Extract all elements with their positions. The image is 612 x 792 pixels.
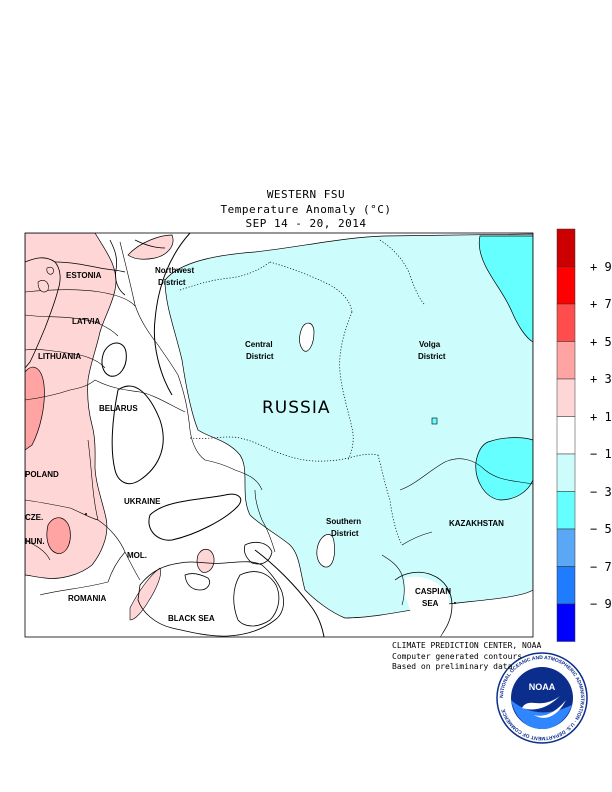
credit-line-3: Based on preliminary data <box>392 662 513 671</box>
label-romania: ROMANIA <box>68 594 106 603</box>
map-region-title: WESTERN FSU <box>266 188 346 201</box>
noaa-logo-text: NOAA <box>529 682 556 692</box>
label-russia: RUSSIA <box>262 398 330 418</box>
map-frame <box>24 232 534 638</box>
contour-line-latvia <box>101 342 127 377</box>
northern-positive-area <box>127 234 174 260</box>
legend-label: − 7 <box>590 559 612 574</box>
credit-line-2: Computer generated contours <box>392 652 523 661</box>
hungary-plus3-area <box>46 517 71 554</box>
legend-label: − 5 <box>590 522 612 536</box>
label-central-2: District <box>246 352 274 361</box>
lake-onega-contour <box>299 322 315 352</box>
kazakhstan-border <box>399 458 533 491</box>
volga-spot <box>431 417 438 425</box>
black-sea-water <box>233 571 280 627</box>
label-kazakhstan: KAZAKHSTAN <box>449 519 504 528</box>
legend-swatch <box>556 603 576 642</box>
legend-color-bar <box>556 228 576 642</box>
legend-swatch <box>556 491 576 530</box>
legend-label: − 1 <box>590 447 612 461</box>
legend-swatch <box>556 378 576 417</box>
poland-plus3-area <box>25 366 45 451</box>
label-northwest-1: Northwest <box>155 266 194 275</box>
label-lithuania: LITHUANIA <box>38 352 81 361</box>
label-northwest-2: District <box>158 278 186 287</box>
romania-positive-strip <box>129 567 161 621</box>
noaa-logo: NOAA NATIONAL OCEANIC AND ATMOSPHERIC AD… <box>496 652 588 744</box>
kazakhstan-border-west <box>401 531 433 546</box>
legend-label: − 3 <box>590 484 612 499</box>
legend-label: + 3 <box>590 372 612 386</box>
legend-swatch <box>556 416 576 455</box>
label-hungary: HUN. <box>25 537 45 546</box>
island-hiiumaa <box>46 266 54 275</box>
capital-dot <box>85 513 87 515</box>
map-date-range: SEP 14 - 20, 2014 <box>245 217 367 230</box>
map-subtitle: Temperature Anomaly (°C) <box>220 203 392 216</box>
label-volga-2: District <box>418 352 446 361</box>
label-belarus: BELARUS <box>99 404 138 413</box>
legend-swatch <box>556 566 576 605</box>
label-volga-1: Volga <box>419 340 441 349</box>
label-southern-1: Southern <box>326 517 361 526</box>
label-black-sea: BLACK SEA <box>168 614 215 623</box>
legend-label: − 9 <box>590 597 612 611</box>
legend-label: + 7 <box>590 297 612 311</box>
label-ukraine: UKRAINE <box>124 497 161 506</box>
contour-line-south <box>254 549 325 637</box>
legend-swatch <box>556 528 576 567</box>
contour-line-ukraine <box>148 493 242 541</box>
label-caspian-1: CASPIAN <box>415 587 451 596</box>
credit-line-1: CLIMATE PREDICTION CENTER, NOAA <box>392 641 542 650</box>
contour-line-belarus <box>111 385 164 485</box>
coastlines <box>25 239 453 637</box>
label-moldova: MOL. <box>127 551 147 560</box>
northeast-strong-negative <box>478 235 533 343</box>
legend-label: + 5 <box>590 334 612 349</box>
caspian-white <box>405 576 450 637</box>
legend-label: + 1 <box>590 409 612 424</box>
southern-white-contour <box>316 534 335 568</box>
contour-line-north <box>153 233 191 396</box>
crimea-positive-area <box>196 549 215 573</box>
caspian-dot <box>454 602 456 604</box>
legend-swatch <box>556 453 576 492</box>
label-caspian-2: SEA <box>422 599 439 608</box>
legend-swatch <box>556 303 576 342</box>
kazakhstan-strong-negative <box>475 437 533 501</box>
negative-anomaly-region <box>164 233 533 619</box>
legend-swatch <box>556 228 576 267</box>
label-estonia: ESTONIA <box>66 271 102 280</box>
legend-label: + 9 <box>590 259 612 274</box>
legend-swatch <box>556 341 576 380</box>
label-central-1: Central <box>245 340 273 349</box>
label-latvia: LATVIA <box>72 317 101 326</box>
district-borders <box>179 239 426 546</box>
island-saaremaa <box>37 280 49 293</box>
label-czech: CZE. <box>25 513 43 522</box>
legend-swatch <box>556 266 576 305</box>
label-southern-2: District <box>331 529 359 538</box>
label-poland: POLAND <box>25 470 59 479</box>
